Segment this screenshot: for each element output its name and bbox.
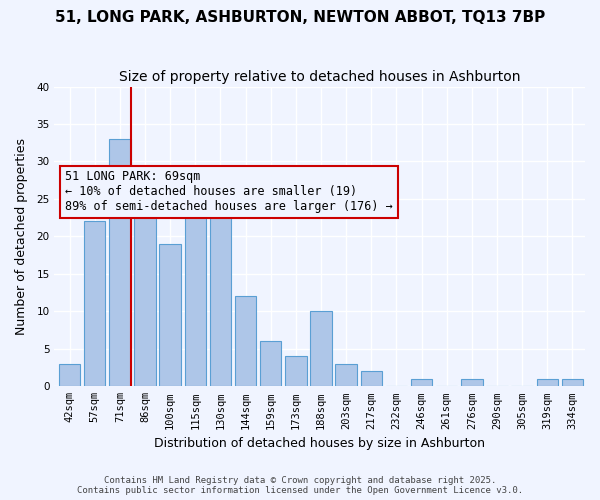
Y-axis label: Number of detached properties: Number of detached properties	[15, 138, 28, 335]
Bar	[310, 312, 332, 386]
Text: 51 LONG PARK: 69sqm
← 10% of detached houses are smaller (19)
89% of semi-detach: 51 LONG PARK: 69sqm ← 10% of detached ho…	[65, 170, 393, 214]
Bar	[562, 379, 583, 386]
Bar	[285, 356, 307, 386]
Bar	[59, 364, 80, 386]
Bar	[160, 244, 181, 386]
Bar	[411, 379, 432, 386]
Bar	[461, 379, 482, 386]
Bar	[536, 379, 558, 386]
Bar	[84, 222, 106, 386]
Bar	[335, 364, 357, 386]
Bar	[109, 139, 131, 386]
Bar	[185, 192, 206, 386]
X-axis label: Distribution of detached houses by size in Ashburton: Distribution of detached houses by size …	[154, 437, 485, 450]
Bar	[235, 296, 256, 386]
Text: 51, LONG PARK, ASHBURTON, NEWTON ABBOT, TQ13 7BP: 51, LONG PARK, ASHBURTON, NEWTON ABBOT, …	[55, 10, 545, 25]
Bar	[134, 169, 155, 386]
Bar	[210, 192, 231, 386]
Bar	[260, 342, 281, 386]
Text: Contains HM Land Registry data © Crown copyright and database right 2025.
Contai: Contains HM Land Registry data © Crown c…	[77, 476, 523, 495]
Title: Size of property relative to detached houses in Ashburton: Size of property relative to detached ho…	[119, 70, 520, 84]
Bar	[361, 372, 382, 386]
